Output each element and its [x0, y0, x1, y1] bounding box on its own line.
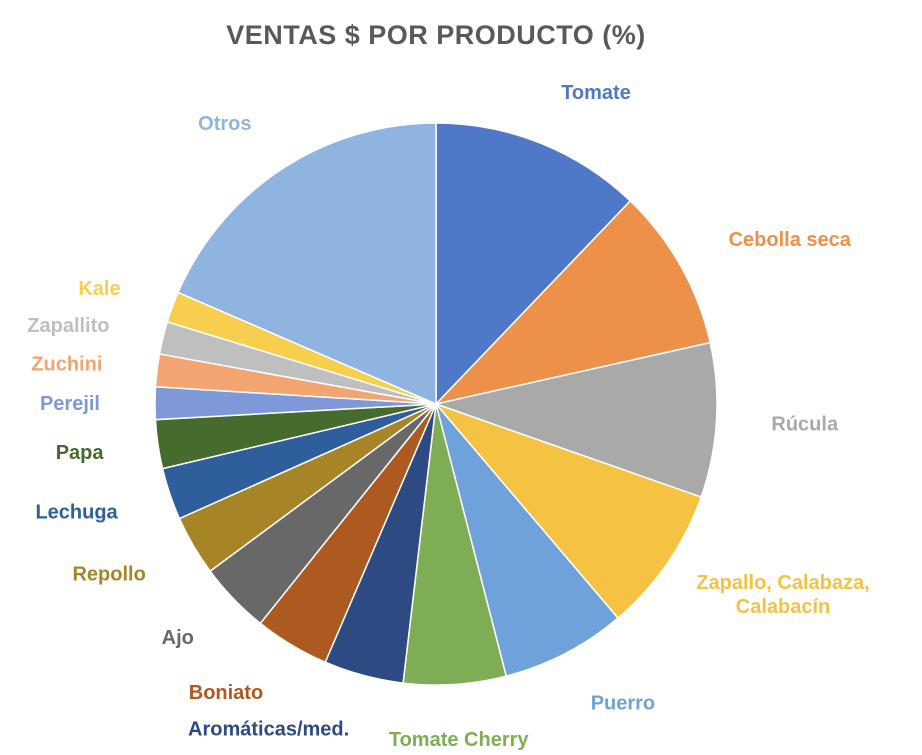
- label-line: Perejil: [40, 393, 100, 415]
- label-line: Tomate: [561, 82, 631, 104]
- label-aromaticas-med: Aromáticas/med.: [188, 719, 349, 741]
- label-otros: Otros: [198, 113, 251, 135]
- label-zapallito: Zapallito: [27, 315, 109, 337]
- slice-tomate: [435, 122, 632, 406]
- label-line: Zapallo, Calabaza,: [696, 572, 869, 594]
- label-puerro: Puerro: [591, 692, 655, 714]
- slice-puerro: [435, 403, 620, 678]
- label-cebolla-seca: Cebolla seca: [729, 229, 852, 251]
- label-repollo: Repollo: [72, 563, 145, 585]
- label-lechuga: Lechuga: [35, 502, 118, 524]
- label-line: Rúcula: [771, 414, 839, 436]
- label-zuchini: Zuchini: [31, 354, 102, 376]
- label-line: Kale: [78, 278, 120, 300]
- label-line: Boniato: [189, 682, 263, 704]
- label-line: Papa: [56, 442, 105, 464]
- slice-rucula: [433, 341, 718, 499]
- label-line: Zuchini: [31, 354, 102, 376]
- slice-cebolla-seca: [433, 199, 712, 406]
- label-line: Calabacín: [736, 596, 830, 618]
- label-tomate-cherry: Tomate Cherry: [389, 729, 530, 751]
- label-perejil: Perejil: [40, 393, 100, 415]
- label-line: Zapallito: [27, 315, 109, 337]
- label-papa: Papa: [56, 442, 105, 464]
- slice-zapallo-calabaza-calabacin: [433, 402, 703, 620]
- label-line: Otros: [198, 113, 251, 135]
- label-line: Repollo: [72, 563, 145, 585]
- label-kale: Kale: [78, 278, 120, 300]
- label-line: Puerro: [591, 692, 655, 714]
- label-line: Ajo: [162, 627, 194, 649]
- label-tomate: Tomate: [561, 82, 631, 104]
- label-rucula: Rúcula: [771, 414, 839, 436]
- label-ajo: Ajo: [162, 627, 194, 649]
- label-zapallo-calabaza-calabacin: Zapallo, Calabaza, Calabacín: [696, 572, 869, 618]
- label-line: Cebolla seca: [729, 229, 852, 251]
- label-line: Lechuga: [35, 502, 118, 524]
- label-line: Tomate Cherry: [389, 729, 530, 751]
- label-boniato: Boniato: [189, 682, 263, 704]
- slice-otros: [177, 122, 437, 406]
- label-line: Aromáticas/med.: [188, 719, 349, 741]
- chart-title: VENTAS $ POR PRODUCTO (%): [226, 20, 646, 50]
